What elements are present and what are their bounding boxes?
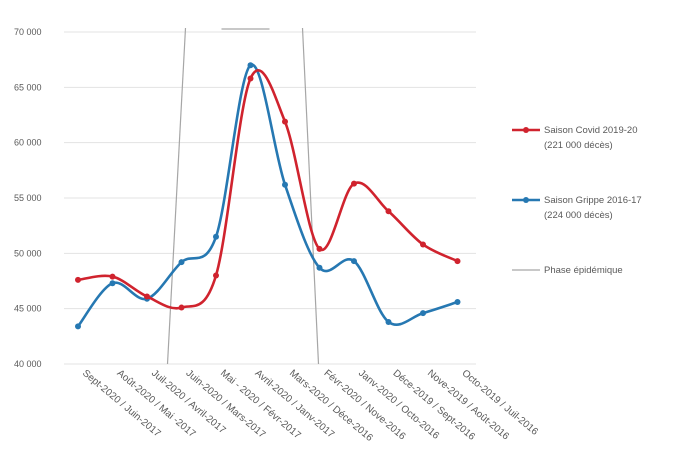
data-point-covid [178,304,185,311]
legend-label-phase: Phase épidémique [544,265,623,276]
data-point-covid [247,75,254,82]
y-tick-label: 50 000 [14,248,42,258]
y-tick-label: 40 000 [14,359,42,369]
data-point-grippe [213,233,219,240]
data-point-grippe [420,310,426,317]
data-point-covid [316,245,323,252]
data-point-covid [385,208,392,215]
data-point-covid [144,293,150,300]
series-lines [75,62,461,330]
y-tick-label: 45 000 [14,304,42,314]
data-point-covid [213,272,219,279]
legend-label-grippe: Saison Grippe 2016-17 [544,195,642,206]
legend: Saison Covid 2019-20 (221 000 décès) Saiso… [512,125,642,276]
epidemic-phase [166,27,320,365]
data-point-grippe [75,323,81,330]
data-point-covid [454,258,461,265]
legend-sublabel-grippe: (224 000 décès) [544,210,613,221]
data-point-grippe [247,62,254,69]
y-tick-label: 60 000 [14,138,42,148]
series-line-grippe [76,63,458,328]
data-point-covid [420,241,426,248]
data-point-covid [351,180,357,187]
data-point-grippe [385,318,392,325]
data-point-grippe [282,181,288,188]
data-point-grippe [454,299,461,306]
data-point-covid [75,276,81,283]
phase-start-line [166,27,187,365]
data-point-covid [282,118,288,125]
y-tick-label: 70 000 [14,27,42,37]
legend-marker-covid [523,127,529,133]
data-point-grippe [351,258,357,265]
data-point-covid [109,273,116,280]
data-point-grippe [109,280,116,287]
phase-end-line [301,27,320,365]
data-point-grippe [178,259,185,266]
y-tick-label: 65 000 [14,82,42,92]
y-tick-label: 55 000 [14,193,42,203]
y-axis: 40 000 45 000 50 000 55 000 60 000 65 000 70 0… [14,27,42,369]
data-point-grippe [316,264,323,271]
legend-marker-grippe [523,197,529,203]
legend-label-covid: Saison Covid 2019-20 [544,125,637,136]
legend-sublabel-covid: (221 000 décès) [544,140,613,151]
